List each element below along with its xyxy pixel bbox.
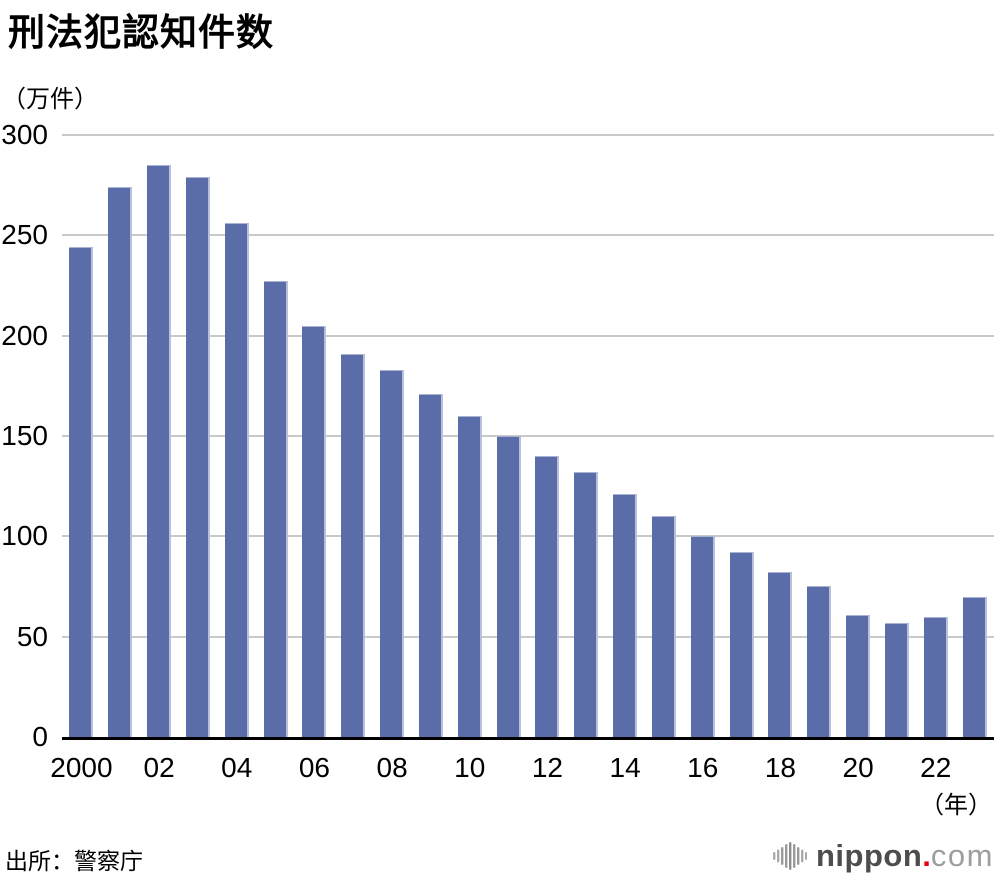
source-caption: 出所：警察庁	[5, 848, 143, 874]
bar-2023	[962, 597, 987, 737]
plot-area: 2000 02 04 06 08 10 12 14 16 18 20 22	[50, 134, 994, 782]
gridline-50	[62, 635, 994, 638]
x-tick-label-2010: 10	[454, 752, 486, 783]
x-tick-label-2000: 2000	[50, 752, 113, 783]
x-tick-label-2020: 20	[842, 752, 874, 783]
bar-2005	[263, 281, 288, 737]
y-tick-label-50: 50	[16, 620, 48, 652]
gridline-150	[62, 435, 994, 437]
bar-2022	[923, 617, 948, 737]
bar-2002	[147, 165, 172, 737]
bar-2012	[535, 456, 560, 737]
y-tick-label-250: 250	[1, 219, 48, 251]
bar-2016	[690, 536, 715, 737]
y-tick-label-150: 150	[1, 420, 48, 451]
bar-2019	[807, 586, 832, 737]
x-tick-label-2004: 04	[221, 752, 253, 783]
y-tick-label-200: 200	[1, 319, 48, 351]
nippon-logo: nippon. com	[773, 840, 994, 871]
bar-2010	[457, 416, 482, 737]
x-axis-unit-label: （年）	[920, 792, 992, 819]
y-tick-label-300: 300	[1, 119, 48, 150]
bar-2013	[574, 472, 599, 737]
x-tick-label-2016: 16	[687, 752, 719, 783]
x-tick-label-2006: 06	[298, 752, 330, 783]
bar-2003	[185, 177, 210, 737]
bar-2006	[302, 326, 327, 737]
bar-2014	[613, 494, 638, 737]
soundwave-icon	[773, 841, 807, 870]
logo-tld-text: com	[930, 838, 994, 873]
bar-2015	[651, 516, 676, 737]
bar-2000	[69, 247, 94, 737]
y-axis-unit-label: （万件）	[2, 86, 98, 113]
bar-2018	[768, 572, 793, 737]
x-tick-label-2022: 22	[920, 752, 952, 783]
bar-2007	[341, 354, 366, 737]
logo-dot: .	[922, 838, 931, 873]
x-tick-label-2008: 08	[376, 752, 408, 783]
bar-2009	[418, 394, 443, 737]
y-tick-label-100: 100	[1, 520, 48, 552]
gridline-300	[62, 134, 994, 136]
x-tick-label-2012: 12	[531, 752, 563, 783]
chart-title: 刑法犯認知件数	[8, 12, 274, 53]
gridline-250	[62, 234, 994, 237]
gridline-200	[62, 334, 994, 337]
bar-2001	[108, 187, 133, 737]
bar-2021	[884, 623, 909, 737]
bar-2011	[496, 436, 521, 737]
y-axis-labels: 0 50 100 150 200 250 300	[0, 121, 48, 751]
logo-brand-text: nippon	[816, 838, 923, 873]
bar-2017	[729, 552, 754, 737]
bar-2020	[846, 615, 871, 737]
x-tick-label-2018: 18	[764, 752, 796, 783]
bar-2004	[224, 223, 249, 737]
y-tick-label-0: 0	[32, 721, 48, 752]
x-tick-label-2002: 02	[143, 752, 175, 783]
bar-2008	[380, 370, 405, 737]
gridline-100	[62, 535, 994, 538]
x-tick-label-2014: 14	[609, 752, 641, 783]
